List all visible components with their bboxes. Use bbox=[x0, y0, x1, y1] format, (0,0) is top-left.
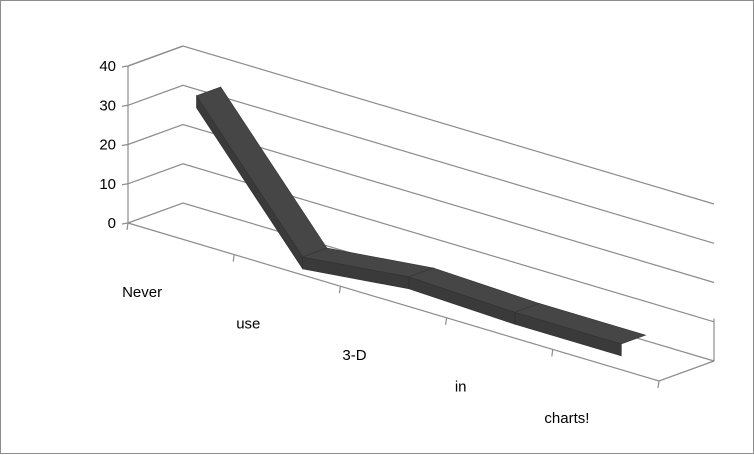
y-tick-mark bbox=[121, 143, 129, 147]
y-tick-mark bbox=[121, 104, 129, 107]
x-tick-label: 3-D bbox=[342, 347, 366, 364]
gridline-30 bbox=[127, 84, 715, 244]
y-tick-label: 20 bbox=[99, 137, 116, 154]
y-tick-label: 40 bbox=[99, 58, 116, 75]
ribbon-top-3 bbox=[514, 303, 647, 345]
x-tick-mark bbox=[338, 286, 341, 294]
x-tick-labels: Never use 3-D in charts! bbox=[122, 284, 589, 427]
y-tick-label: 30 bbox=[99, 97, 116, 114]
x-tick-label: charts! bbox=[544, 410, 589, 427]
x-tick-mark bbox=[232, 254, 235, 262]
gridlines bbox=[127, 45, 715, 362]
x-tick-mark bbox=[445, 317, 448, 325]
ribbon-side-0 bbox=[196, 94, 304, 270]
series-ribbon bbox=[196, 86, 647, 357]
gridline-20 bbox=[127, 123, 715, 284]
x-tick-mark bbox=[551, 349, 554, 357]
gridline-40 bbox=[127, 45, 715, 205]
y-tick-mark bbox=[121, 65, 129, 68]
y-tick-label: 0 bbox=[108, 215, 116, 232]
x-tick-mark bbox=[126, 222, 129, 231]
ribbon-top-0 bbox=[196, 86, 328, 258]
y-tick-mark bbox=[121, 222, 129, 225]
x-tick-label: in bbox=[455, 379, 467, 396]
y-tick-mark bbox=[121, 183, 129, 186]
floor-front-edge bbox=[127, 222, 715, 382]
y-tick-labels: 0 10 20 30 40 bbox=[99, 58, 116, 232]
gridline-10 bbox=[127, 163, 715, 323]
y-tick-label: 10 bbox=[99, 176, 116, 193]
x-tick-label: Never bbox=[122, 284, 162, 301]
x-tick-label: use bbox=[236, 315, 260, 332]
axes bbox=[121, 65, 660, 389]
x-tick-mark bbox=[657, 380, 660, 389]
